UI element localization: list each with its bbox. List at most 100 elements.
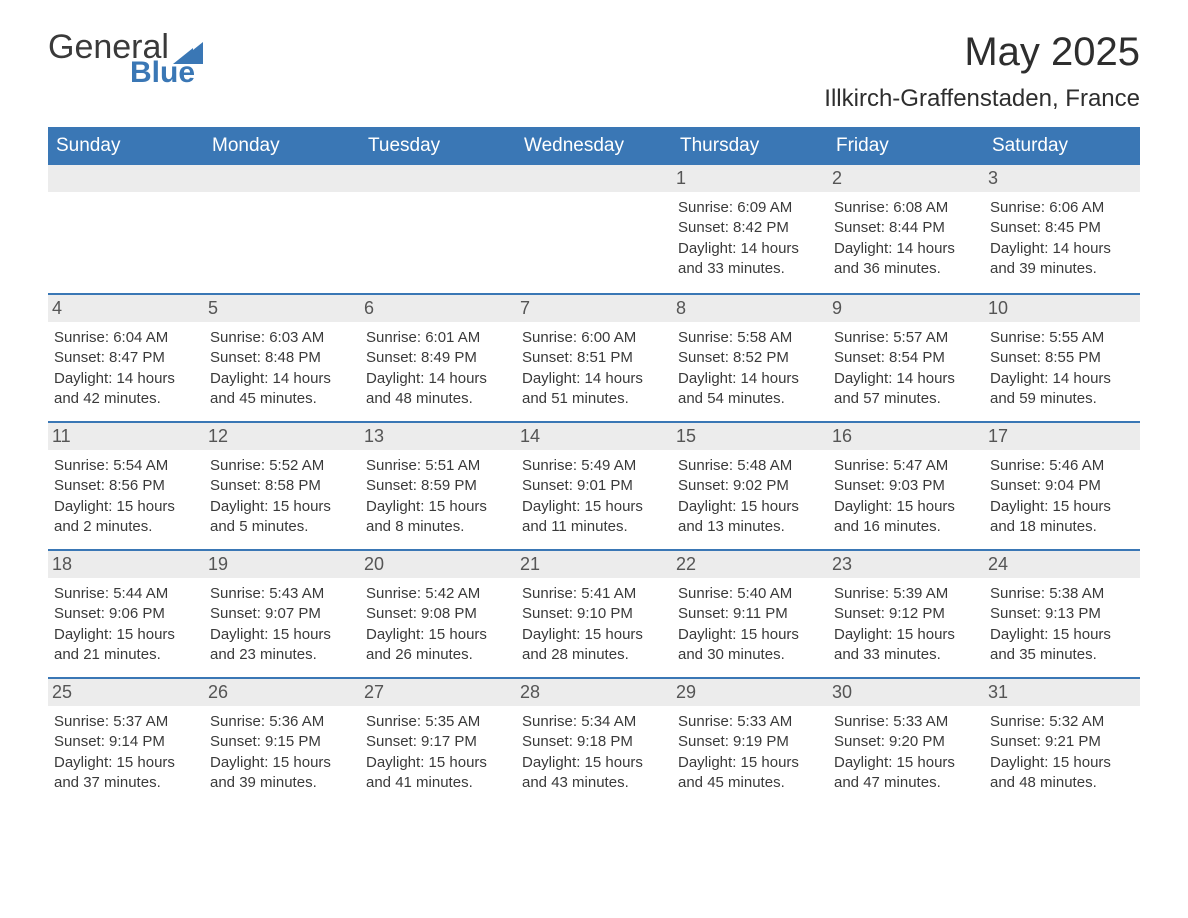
sunrise-text: Sunrise: 5:58 AM [678, 328, 822, 348]
dl1-text: Daylight: 15 hours [834, 753, 978, 773]
day-number: 8 [672, 295, 828, 322]
sunrise-text: Sunrise: 5:52 AM [210, 456, 354, 476]
sunrise-text: Sunrise: 5:44 AM [54, 584, 198, 604]
sunrise-text: Sunrise: 5:40 AM [678, 584, 822, 604]
sunrise-text: Sunrise: 5:33 AM [678, 712, 822, 732]
day-number: 26 [204, 679, 360, 706]
weekday-header: Tuesday [360, 127, 516, 165]
day-number: 13 [360, 423, 516, 450]
day-number: 28 [516, 679, 672, 706]
weekday-header: Friday [828, 127, 984, 165]
day-number: 31 [984, 679, 1140, 706]
day-cell: 18Sunrise: 5:44 AMSunset: 9:06 PMDayligh… [48, 551, 204, 677]
day-number [360, 165, 516, 192]
day-cell: 11Sunrise: 5:54 AMSunset: 8:56 PMDayligh… [48, 423, 204, 549]
day-cell [516, 165, 672, 293]
weeks-container: 1Sunrise: 6:09 AMSunset: 8:42 PMDaylight… [48, 165, 1140, 805]
sunrise-text: Sunrise: 6:06 AM [990, 198, 1134, 218]
sunset-text: Sunset: 9:10 PM [522, 604, 666, 624]
sunrise-text: Sunrise: 6:04 AM [54, 328, 198, 348]
day-cell: 2Sunrise: 6:08 AMSunset: 8:44 PMDaylight… [828, 165, 984, 293]
sunrise-text: Sunrise: 5:32 AM [990, 712, 1134, 732]
day-number: 17 [984, 423, 1140, 450]
calendar: Sunday Monday Tuesday Wednesday Thursday… [48, 127, 1140, 805]
day-number: 9 [828, 295, 984, 322]
sunrise-text: Sunrise: 5:57 AM [834, 328, 978, 348]
dl1-text: Daylight: 14 hours [834, 369, 978, 389]
dl2-text: and 42 minutes. [54, 389, 198, 409]
dl2-text: and 41 minutes. [366, 773, 510, 793]
dl2-text: and 47 minutes. [834, 773, 978, 793]
dl1-text: Daylight: 15 hours [522, 753, 666, 773]
sunrise-text: Sunrise: 5:46 AM [990, 456, 1134, 476]
sunrise-text: Sunrise: 6:03 AM [210, 328, 354, 348]
location-label: Illkirch-Graffenstaden, France [824, 85, 1140, 113]
sunrise-text: Sunrise: 6:09 AM [678, 198, 822, 218]
day-cell: 25Sunrise: 5:37 AMSunset: 9:14 PMDayligh… [48, 679, 204, 805]
day-number: 2 [828, 165, 984, 192]
day-number: 1 [672, 165, 828, 192]
logo-word2: Blue [130, 58, 203, 88]
day-cell: 30Sunrise: 5:33 AMSunset: 9:20 PMDayligh… [828, 679, 984, 805]
sunset-text: Sunset: 9:19 PM [678, 732, 822, 752]
dl2-text: and 35 minutes. [990, 645, 1134, 665]
sunset-text: Sunset: 9:07 PM [210, 604, 354, 624]
dl1-text: Daylight: 15 hours [210, 753, 354, 773]
dl2-text: and 5 minutes. [210, 517, 354, 537]
sunset-text: Sunset: 8:54 PM [834, 348, 978, 368]
weekday-header: Saturday [984, 127, 1140, 165]
day-cell: 1Sunrise: 6:09 AMSunset: 8:42 PMDaylight… [672, 165, 828, 293]
topbar: General Blue May 2025 Illkirch-Graffenst… [48, 30, 1140, 113]
dl1-text: Daylight: 15 hours [210, 497, 354, 517]
dl1-text: Daylight: 14 hours [210, 369, 354, 389]
dl1-text: Daylight: 15 hours [522, 625, 666, 645]
day-cell: 5Sunrise: 6:03 AMSunset: 8:48 PMDaylight… [204, 295, 360, 421]
day-number: 7 [516, 295, 672, 322]
sunset-text: Sunset: 9:08 PM [366, 604, 510, 624]
dl2-text: and 11 minutes. [522, 517, 666, 537]
dl1-text: Daylight: 14 hours [366, 369, 510, 389]
sunrise-text: Sunrise: 5:34 AM [522, 712, 666, 732]
day-number: 21 [516, 551, 672, 578]
day-number [204, 165, 360, 192]
sunrise-text: Sunrise: 5:36 AM [210, 712, 354, 732]
sunrise-text: Sunrise: 5:43 AM [210, 584, 354, 604]
day-cell: 17Sunrise: 5:46 AMSunset: 9:04 PMDayligh… [984, 423, 1140, 549]
day-cell: 12Sunrise: 5:52 AMSunset: 8:58 PMDayligh… [204, 423, 360, 549]
logo: General Blue [48, 30, 203, 88]
day-cell: 3Sunrise: 6:06 AMSunset: 8:45 PMDaylight… [984, 165, 1140, 293]
day-cell: 15Sunrise: 5:48 AMSunset: 9:02 PMDayligh… [672, 423, 828, 549]
sunset-text: Sunset: 8:45 PM [990, 218, 1134, 238]
sunset-text: Sunset: 9:04 PM [990, 476, 1134, 496]
sunset-text: Sunset: 9:18 PM [522, 732, 666, 752]
sunset-text: Sunset: 8:48 PM [210, 348, 354, 368]
day-number: 12 [204, 423, 360, 450]
day-number: 20 [360, 551, 516, 578]
dl1-text: Daylight: 15 hours [990, 625, 1134, 645]
dl1-text: Daylight: 15 hours [366, 753, 510, 773]
dl2-text: and 26 minutes. [366, 645, 510, 665]
dl1-text: Daylight: 15 hours [54, 753, 198, 773]
dl1-text: Daylight: 15 hours [366, 497, 510, 517]
weekday-header: Monday [204, 127, 360, 165]
day-cell: 26Sunrise: 5:36 AMSunset: 9:15 PMDayligh… [204, 679, 360, 805]
dl2-text: and 8 minutes. [366, 517, 510, 537]
dl2-text: and 28 minutes. [522, 645, 666, 665]
day-number: 14 [516, 423, 672, 450]
sunrise-text: Sunrise: 5:55 AM [990, 328, 1134, 348]
sunset-text: Sunset: 9:13 PM [990, 604, 1134, 624]
dl1-text: Daylight: 14 hours [990, 369, 1134, 389]
sunset-text: Sunset: 9:02 PM [678, 476, 822, 496]
sunrise-text: Sunrise: 5:38 AM [990, 584, 1134, 604]
sunset-text: Sunset: 9:11 PM [678, 604, 822, 624]
sunrise-text: Sunrise: 6:01 AM [366, 328, 510, 348]
week-row: 18Sunrise: 5:44 AMSunset: 9:06 PMDayligh… [48, 549, 1140, 677]
day-number: 18 [48, 551, 204, 578]
dl2-text: and 45 minutes. [678, 773, 822, 793]
day-number: 24 [984, 551, 1140, 578]
dl2-text: and 18 minutes. [990, 517, 1134, 537]
dl2-text: and 51 minutes. [522, 389, 666, 409]
sunrise-text: Sunrise: 5:33 AM [834, 712, 978, 732]
dl2-text: and 39 minutes. [990, 259, 1134, 279]
sunset-text: Sunset: 9:14 PM [54, 732, 198, 752]
